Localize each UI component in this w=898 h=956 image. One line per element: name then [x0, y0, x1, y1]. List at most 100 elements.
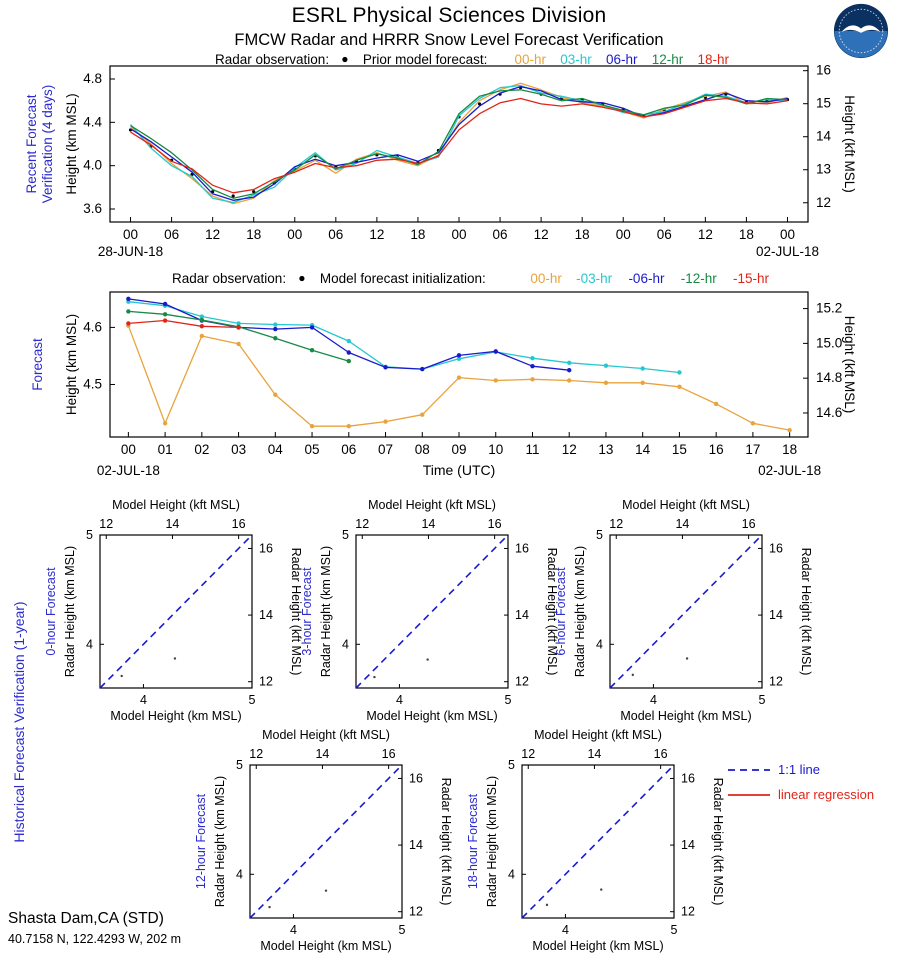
scatter-point: [173, 657, 177, 660]
legend-radar-label: Radar observation:: [172, 271, 286, 286]
legend-one-to-one-label: 1:1 line: [778, 762, 820, 777]
left-axis-label: Radar Height (km MSL): [213, 776, 227, 907]
forecast-chart: Radar observation: Model forecast initial…: [30, 271, 857, 478]
noaa-logo-sea: [834, 31, 888, 58]
right-axis-label: Radar Height (kft MSL): [439, 778, 453, 906]
bottom-tick-label: 5: [671, 923, 678, 937]
top-tick-label: 12: [521, 747, 535, 761]
scatter-point: [545, 903, 549, 907]
data-point--03-hr: [640, 366, 645, 371]
y-axis-label-right: Height (kft MSL): [842, 316, 857, 414]
date-right: 02-JUL-18: [756, 244, 819, 259]
x-tick-label: 18: [739, 227, 754, 242]
left-tick-label: 5: [236, 758, 243, 772]
x-tick-label: 06: [493, 227, 508, 242]
right-tick-label: 14: [259, 608, 273, 622]
bottom-tick-label: 4: [140, 693, 147, 707]
data-point--03-hr: [456, 356, 462, 361]
y-right-tick-label: 15.0: [816, 335, 842, 350]
right-axis-label: Radar Height (kft MSL): [711, 778, 725, 906]
right-tick-label: 16: [769, 541, 783, 555]
data-point--12-hr: [346, 358, 351, 364]
scatter-point: [685, 657, 689, 660]
top-tick-label: 14: [315, 747, 329, 761]
data-point-00-hr: [603, 380, 609, 385]
date-right: 02-JUL-18: [758, 463, 821, 478]
left-axis-label: Radar Height (km MSL): [485, 776, 499, 907]
historical-verification-charts: Historical Forecast Verification (1-year…: [11, 498, 874, 953]
x-tick-label: 05: [305, 442, 320, 457]
scatter-point: [120, 674, 123, 678]
page-title: ESRL Physical Sciences Division: [291, 4, 607, 27]
left-tick-label: 4: [342, 637, 349, 651]
data-point--12-hr: [309, 348, 315, 353]
right-tick-label: 16: [515, 541, 529, 555]
x-tick-label: 00: [121, 442, 136, 457]
x-axis-label: Time (UTC): [423, 462, 496, 478]
top-axis-label: Model Height (kft MSL): [112, 498, 240, 512]
bottom-tick-label: 4: [396, 693, 403, 707]
data-point-00-hr: [750, 421, 756, 426]
data-point--06-hr: [493, 349, 498, 354]
data-point-00-hr: [236, 341, 241, 347]
left-tick-label: 5: [508, 758, 515, 772]
y-right-tick-label: 16: [816, 63, 831, 78]
series-18-hr: [130, 97, 788, 194]
data-point--06-hr: [567, 368, 572, 373]
top-tick-label: 16: [232, 517, 246, 531]
x-tick-label: 12: [205, 227, 220, 242]
x-tick-label: 12: [698, 227, 713, 242]
station-name: Shasta Dam,CA (STD): [8, 910, 164, 927]
scatter-point: [631, 673, 634, 677]
bottom-tick-label: 4: [650, 693, 657, 707]
x-tick-label: 15: [672, 442, 687, 457]
data-point--06-hr: [346, 350, 351, 355]
right-tick-label: 12: [681, 905, 695, 919]
x-tick-label: 06: [657, 227, 672, 242]
y-right-tick-label: 14.6: [816, 405, 842, 420]
x-tick-label: 00: [123, 227, 138, 242]
data-point-00-hr: [309, 423, 315, 429]
section-label-line2: Verification (4 days): [40, 85, 55, 204]
right-axis-label: Radar Height (kft MSL): [289, 548, 303, 676]
top-axis-label: Model Height (kft MSL): [262, 728, 390, 742]
x-tick-label: 18: [410, 227, 425, 242]
legend-item-undefined: 00-hr: [530, 271, 562, 286]
left-tick-label: 4: [508, 867, 515, 881]
bottom-tick-label: 4: [290, 923, 297, 937]
top-tick-label: 16: [382, 747, 396, 761]
series-06-hr: [130, 85, 788, 201]
data-point--15-hr: [162, 318, 168, 323]
data-point--15-hr: [126, 321, 131, 326]
x-tick-label: 13: [598, 442, 613, 457]
bottom-axis-label: Model Height (km MSL): [366, 709, 497, 723]
forecast-hour-label: 12-hour Forecast: [194, 793, 208, 889]
y-left-tick-label: 4.5: [83, 376, 102, 391]
data-point-00-hr: [199, 333, 205, 339]
data-point--03-hr: [236, 321, 241, 326]
noaa-logo-ring: [838, 8, 884, 54]
noaa-seagull-icon: [841, 25, 881, 33]
scatter-point: [268, 905, 271, 909]
legend-radar-label: Radar observation:: [215, 52, 329, 67]
data-point--03-hr: [199, 314, 205, 319]
data-point--03-hr: [567, 360, 572, 365]
noaa-logo: [833, 3, 889, 59]
right-tick-label: 12: [259, 675, 273, 689]
section-label: Forecast: [30, 338, 45, 391]
forecast-hour-label: 6-hour Forecast: [554, 567, 568, 656]
series--03-hr: [128, 301, 680, 374]
x-tick-label: 16: [709, 442, 724, 457]
x-tick-label: 07: [378, 442, 393, 457]
x-tick-label: 06: [328, 227, 343, 242]
one-to-one-line: [355, 534, 509, 689]
data-point--06-hr: [456, 353, 462, 358]
y-right-tick-label: 15.2: [816, 301, 842, 316]
data-point-radar-observation: [252, 190, 256, 194]
data-point--03-hr: [677, 370, 682, 375]
y-left-tick-label: 4.4: [83, 114, 102, 129]
top-tick-label: 16: [654, 747, 668, 761]
right-tick-label: 16: [259, 541, 273, 555]
